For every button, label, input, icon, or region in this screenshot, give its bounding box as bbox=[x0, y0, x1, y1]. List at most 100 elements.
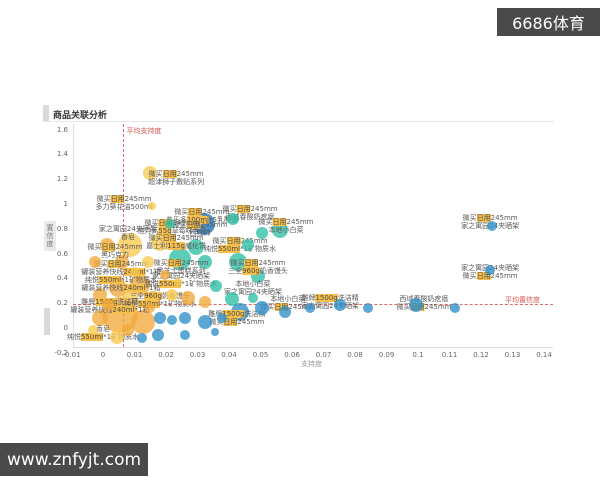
data-point-label: 微买日用245mm 三全960g奶香馒头 bbox=[228, 258, 288, 275]
data-bubble[interactable] bbox=[87, 324, 98, 335]
x-tick-label: 0.12 bbox=[473, 351, 489, 359]
data-bubble[interactable] bbox=[485, 264, 496, 275]
x-tick-label: 0 bbox=[100, 351, 106, 359]
data-bubble[interactable] bbox=[279, 305, 292, 318]
data-bubble[interactable] bbox=[89, 256, 102, 269]
y-axis-line bbox=[73, 124, 74, 347]
data-bubble[interactable] bbox=[131, 309, 155, 334]
data-bubble[interactable] bbox=[211, 327, 220, 336]
data-point-label: 家之寓园24夹晒架 纯悦550ml*1矿物质水 bbox=[145, 271, 218, 288]
data-bubble[interactable] bbox=[199, 295, 212, 308]
y-tick-label: 0.4 bbox=[56, 274, 68, 283]
y-tick-label: -0.2 bbox=[54, 348, 68, 357]
data-bubble[interactable] bbox=[148, 202, 157, 211]
x-tick-label: 0.14 bbox=[536, 351, 552, 359]
y-axis-title: 置信度 bbox=[44, 221, 56, 251]
data-bubble[interactable] bbox=[227, 212, 240, 225]
data-bubble[interactable] bbox=[229, 253, 248, 272]
data-bubble[interactable] bbox=[217, 313, 228, 324]
data-bubble[interactable] bbox=[165, 218, 176, 229]
data-bubble[interactable] bbox=[137, 332, 148, 343]
x-tick-label: -0.01 bbox=[62, 351, 81, 359]
y-tick-label: 0.2 bbox=[56, 299, 68, 308]
x-axis-line bbox=[73, 347, 553, 348]
data-bubble[interactable] bbox=[122, 291, 139, 308]
data-bubble[interactable] bbox=[91, 310, 108, 327]
x-tick-label: 0.1 bbox=[412, 351, 424, 359]
data-bubble[interactable] bbox=[102, 299, 115, 312]
data-bubble[interactable] bbox=[241, 238, 254, 251]
data-bubble[interactable] bbox=[142, 256, 155, 269]
data-bubble[interactable] bbox=[210, 279, 223, 292]
x-tick-label: 0.03 bbox=[189, 351, 206, 359]
data-point-label: 雕牌1500g洗洁精 微买日用245mm bbox=[208, 309, 266, 326]
data-bubble[interactable] bbox=[304, 303, 315, 314]
title-separator bbox=[43, 121, 554, 122]
y-tick-label: 0.6 bbox=[56, 249, 68, 258]
data-bubble[interactable] bbox=[118, 232, 143, 257]
data-point-label: 微买日用245mm 黑巧克力 bbox=[87, 243, 143, 260]
x-tick-label: 0.07 bbox=[315, 351, 332, 359]
x-tick-label: 0.11 bbox=[441, 351, 458, 359]
data-bubble[interactable] bbox=[142, 166, 157, 180]
data-bubble[interactable] bbox=[154, 312, 166, 325]
data-bubble[interactable] bbox=[144, 303, 155, 314]
data-bubble[interactable] bbox=[409, 298, 424, 313]
data-bubble[interactable] bbox=[181, 291, 196, 306]
data-bubble[interactable] bbox=[198, 255, 213, 270]
data-bubble[interactable] bbox=[109, 329, 124, 344]
x-tick-label: 0.09 bbox=[378, 351, 395, 359]
data-point-label: 微买日用245mm 多力葵花油500ml bbox=[95, 194, 153, 211]
data-point-label: 微买日用245mm 嘉士利115g威化饼 bbox=[146, 233, 206, 250]
y-tick-label: 0.8 bbox=[56, 224, 68, 233]
data-bubble[interactable] bbox=[333, 299, 346, 312]
chart-title: 商品关联分析 bbox=[53, 111, 108, 121]
y-tick-label: 1 bbox=[63, 200, 68, 208]
data-bubble[interactable] bbox=[362, 303, 373, 314]
data-point-label: 微买日用245mm 超津狮子敷贴系列 bbox=[148, 169, 205, 186]
data-bubble[interactable] bbox=[255, 301, 270, 316]
x-tick-label: 0.06 bbox=[284, 351, 300, 359]
data-bubble[interactable] bbox=[247, 293, 258, 304]
data-bubble[interactable] bbox=[449, 303, 460, 314]
data-bubble[interactable] bbox=[487, 221, 498, 232]
x-axis-title: 支持度 bbox=[301, 360, 322, 368]
avg-confidence-label: 平均置信度 bbox=[505, 296, 540, 305]
y-tick-label: 1.6 bbox=[56, 125, 68, 134]
y-tick-label: 1.4 bbox=[56, 150, 68, 159]
data-bubble[interactable] bbox=[130, 267, 141, 278]
data-bubble[interactable] bbox=[187, 239, 204, 256]
watermark-top-right: 6686体育 bbox=[497, 8, 600, 36]
data-bubble[interactable] bbox=[179, 329, 190, 340]
panel-edge-bar-lower bbox=[44, 308, 50, 335]
x-tick-label: 0.04 bbox=[221, 351, 237, 359]
data-bubble[interactable] bbox=[178, 312, 191, 325]
data-bubble[interactable] bbox=[152, 328, 165, 341]
data-point-label: 雕牌1500g洗洁精 家之寓园24夹晒架 bbox=[301, 293, 360, 310]
data-bubble[interactable] bbox=[166, 314, 177, 325]
x-tick-label: 0.01 bbox=[126, 351, 143, 359]
data-bubble[interactable] bbox=[225, 292, 240, 307]
data-bubble[interactable] bbox=[198, 314, 213, 329]
avg-support-label: 平均支持度 bbox=[126, 127, 162, 135]
y-tick-label: 0 bbox=[63, 324, 68, 332]
data-point-label: 微买日用245mm 西域春酸奶疙瘩 bbox=[222, 204, 278, 221]
data-bubble[interactable] bbox=[256, 226, 269, 239]
x-tick-label: 0.08 bbox=[347, 351, 363, 359]
data-point-label: 微买日用245mm养乐多100ml*5乳酸菌 bbox=[165, 208, 238, 225]
data-point-label: 本地小白菜 家之寓园24夹晒架 bbox=[223, 279, 282, 296]
data-bubble[interactable] bbox=[160, 269, 171, 280]
data-point-label: 微买日用245mm 黑芝士蛋糕系列 bbox=[153, 258, 209, 275]
data-point-label: 家之寓园24夹晒架 香皂 bbox=[98, 224, 157, 242]
x-tick-label: 0.13 bbox=[504, 351, 521, 359]
data-bubble[interactable] bbox=[121, 323, 134, 336]
data-point-label: 纯悦550ml*1矿物质水 罐装营养快线240ml*1箱 bbox=[81, 275, 161, 292]
data-bubble[interactable] bbox=[165, 288, 178, 301]
data-point-label: 微买日用245mm 本地小白菜 bbox=[258, 218, 314, 235]
panel-edge-bar bbox=[43, 105, 49, 122]
data-bubble[interactable] bbox=[173, 278, 182, 287]
x-tick-label: 0.02 bbox=[158, 351, 174, 359]
data-point-label: 微买日用245mm 西红柿 bbox=[172, 220, 228, 237]
